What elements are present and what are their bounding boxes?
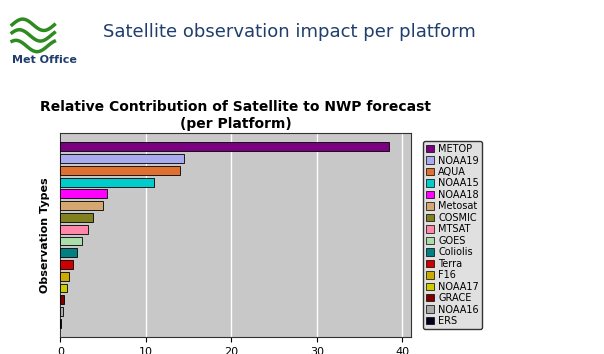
Bar <box>60 142 390 151</box>
Legend: METOP, NOAA19, AQUA, NOAA15, NOAA18, Metosat, COSMIC, MTSAT, GOES, Coliolis, Ter: METOP, NOAA19, AQUA, NOAA15, NOAA18, Met… <box>423 141 482 329</box>
Bar <box>60 236 82 245</box>
Bar <box>60 225 88 234</box>
Bar <box>60 213 93 222</box>
Bar <box>60 319 61 328</box>
Bar <box>60 248 77 257</box>
Text: Met Office: Met Office <box>12 55 77 65</box>
Bar <box>60 154 184 163</box>
Bar <box>60 189 108 198</box>
Bar <box>60 272 69 281</box>
Text: Satellite observation impact per platform: Satellite observation impact per platfor… <box>103 23 475 41</box>
Bar <box>60 166 180 175</box>
Bar <box>60 260 73 269</box>
Y-axis label: Observation Types: Observation Types <box>40 177 50 293</box>
Bar <box>60 201 103 210</box>
Bar <box>60 284 67 292</box>
Title: Relative Contribution of Satellite to NWP forecast
(per Platform): Relative Contribution of Satellite to NW… <box>40 100 431 131</box>
Bar <box>60 178 155 187</box>
Bar <box>60 307 63 316</box>
Bar <box>60 295 64 304</box>
